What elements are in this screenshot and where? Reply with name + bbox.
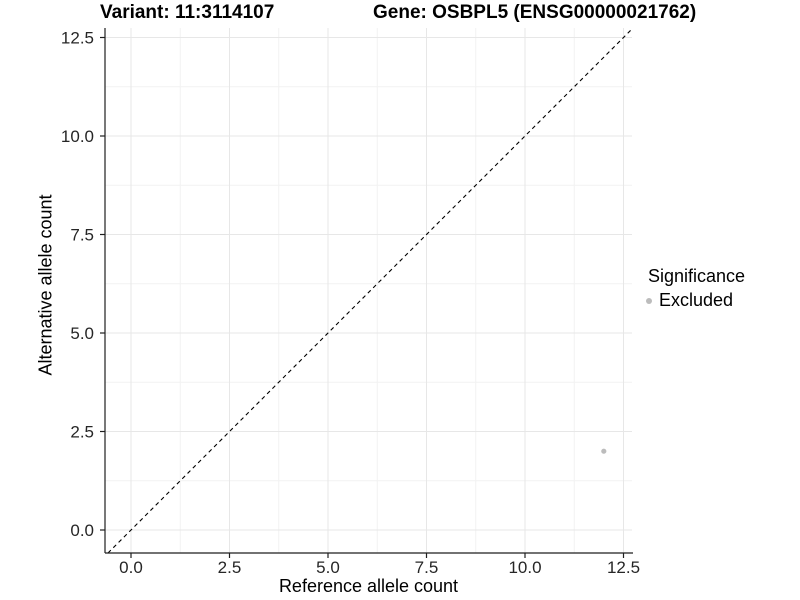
- identity-reference-line: [107, 28, 633, 554]
- plot-title-variant: Variant: 11:3114107: [100, 2, 275, 23]
- legend-item-excluded: Excluded: [646, 290, 745, 311]
- legend-item-label: Excluded: [659, 290, 734, 310]
- x-tick-label: 5.0: [316, 558, 340, 577]
- legend: Significance Excluded: [646, 266, 745, 311]
- x-tick-label: 12.5: [607, 558, 640, 577]
- y-tick-label: 12.5: [61, 29, 94, 48]
- x-tick-label: 10.0: [508, 558, 541, 577]
- y-tick-label: 2.5: [70, 423, 94, 442]
- y-tick-label: 10.0: [61, 127, 94, 146]
- y-tick-label: 5.0: [70, 324, 94, 343]
- x-tick-label: 2.5: [218, 558, 242, 577]
- legend-title: Significance: [648, 266, 746, 286]
- y-tick-label: 7.5: [70, 226, 94, 245]
- x-axis-title: Reference allele count: [278, 576, 459, 596]
- x-tick-label: 0.0: [119, 558, 143, 577]
- y-axis-title: Alternative allele count: [35, 194, 56, 376]
- y-tick-label: 0.0: [70, 521, 94, 540]
- excluded-point-icon: [646, 297, 652, 304]
- x-tick-label: 7.5: [415, 558, 439, 577]
- plot-title-gene: Gene: OSBPL5 (ENSG00000021762): [373, 2, 697, 23]
- data-point-excluded: [601, 448, 607, 454]
